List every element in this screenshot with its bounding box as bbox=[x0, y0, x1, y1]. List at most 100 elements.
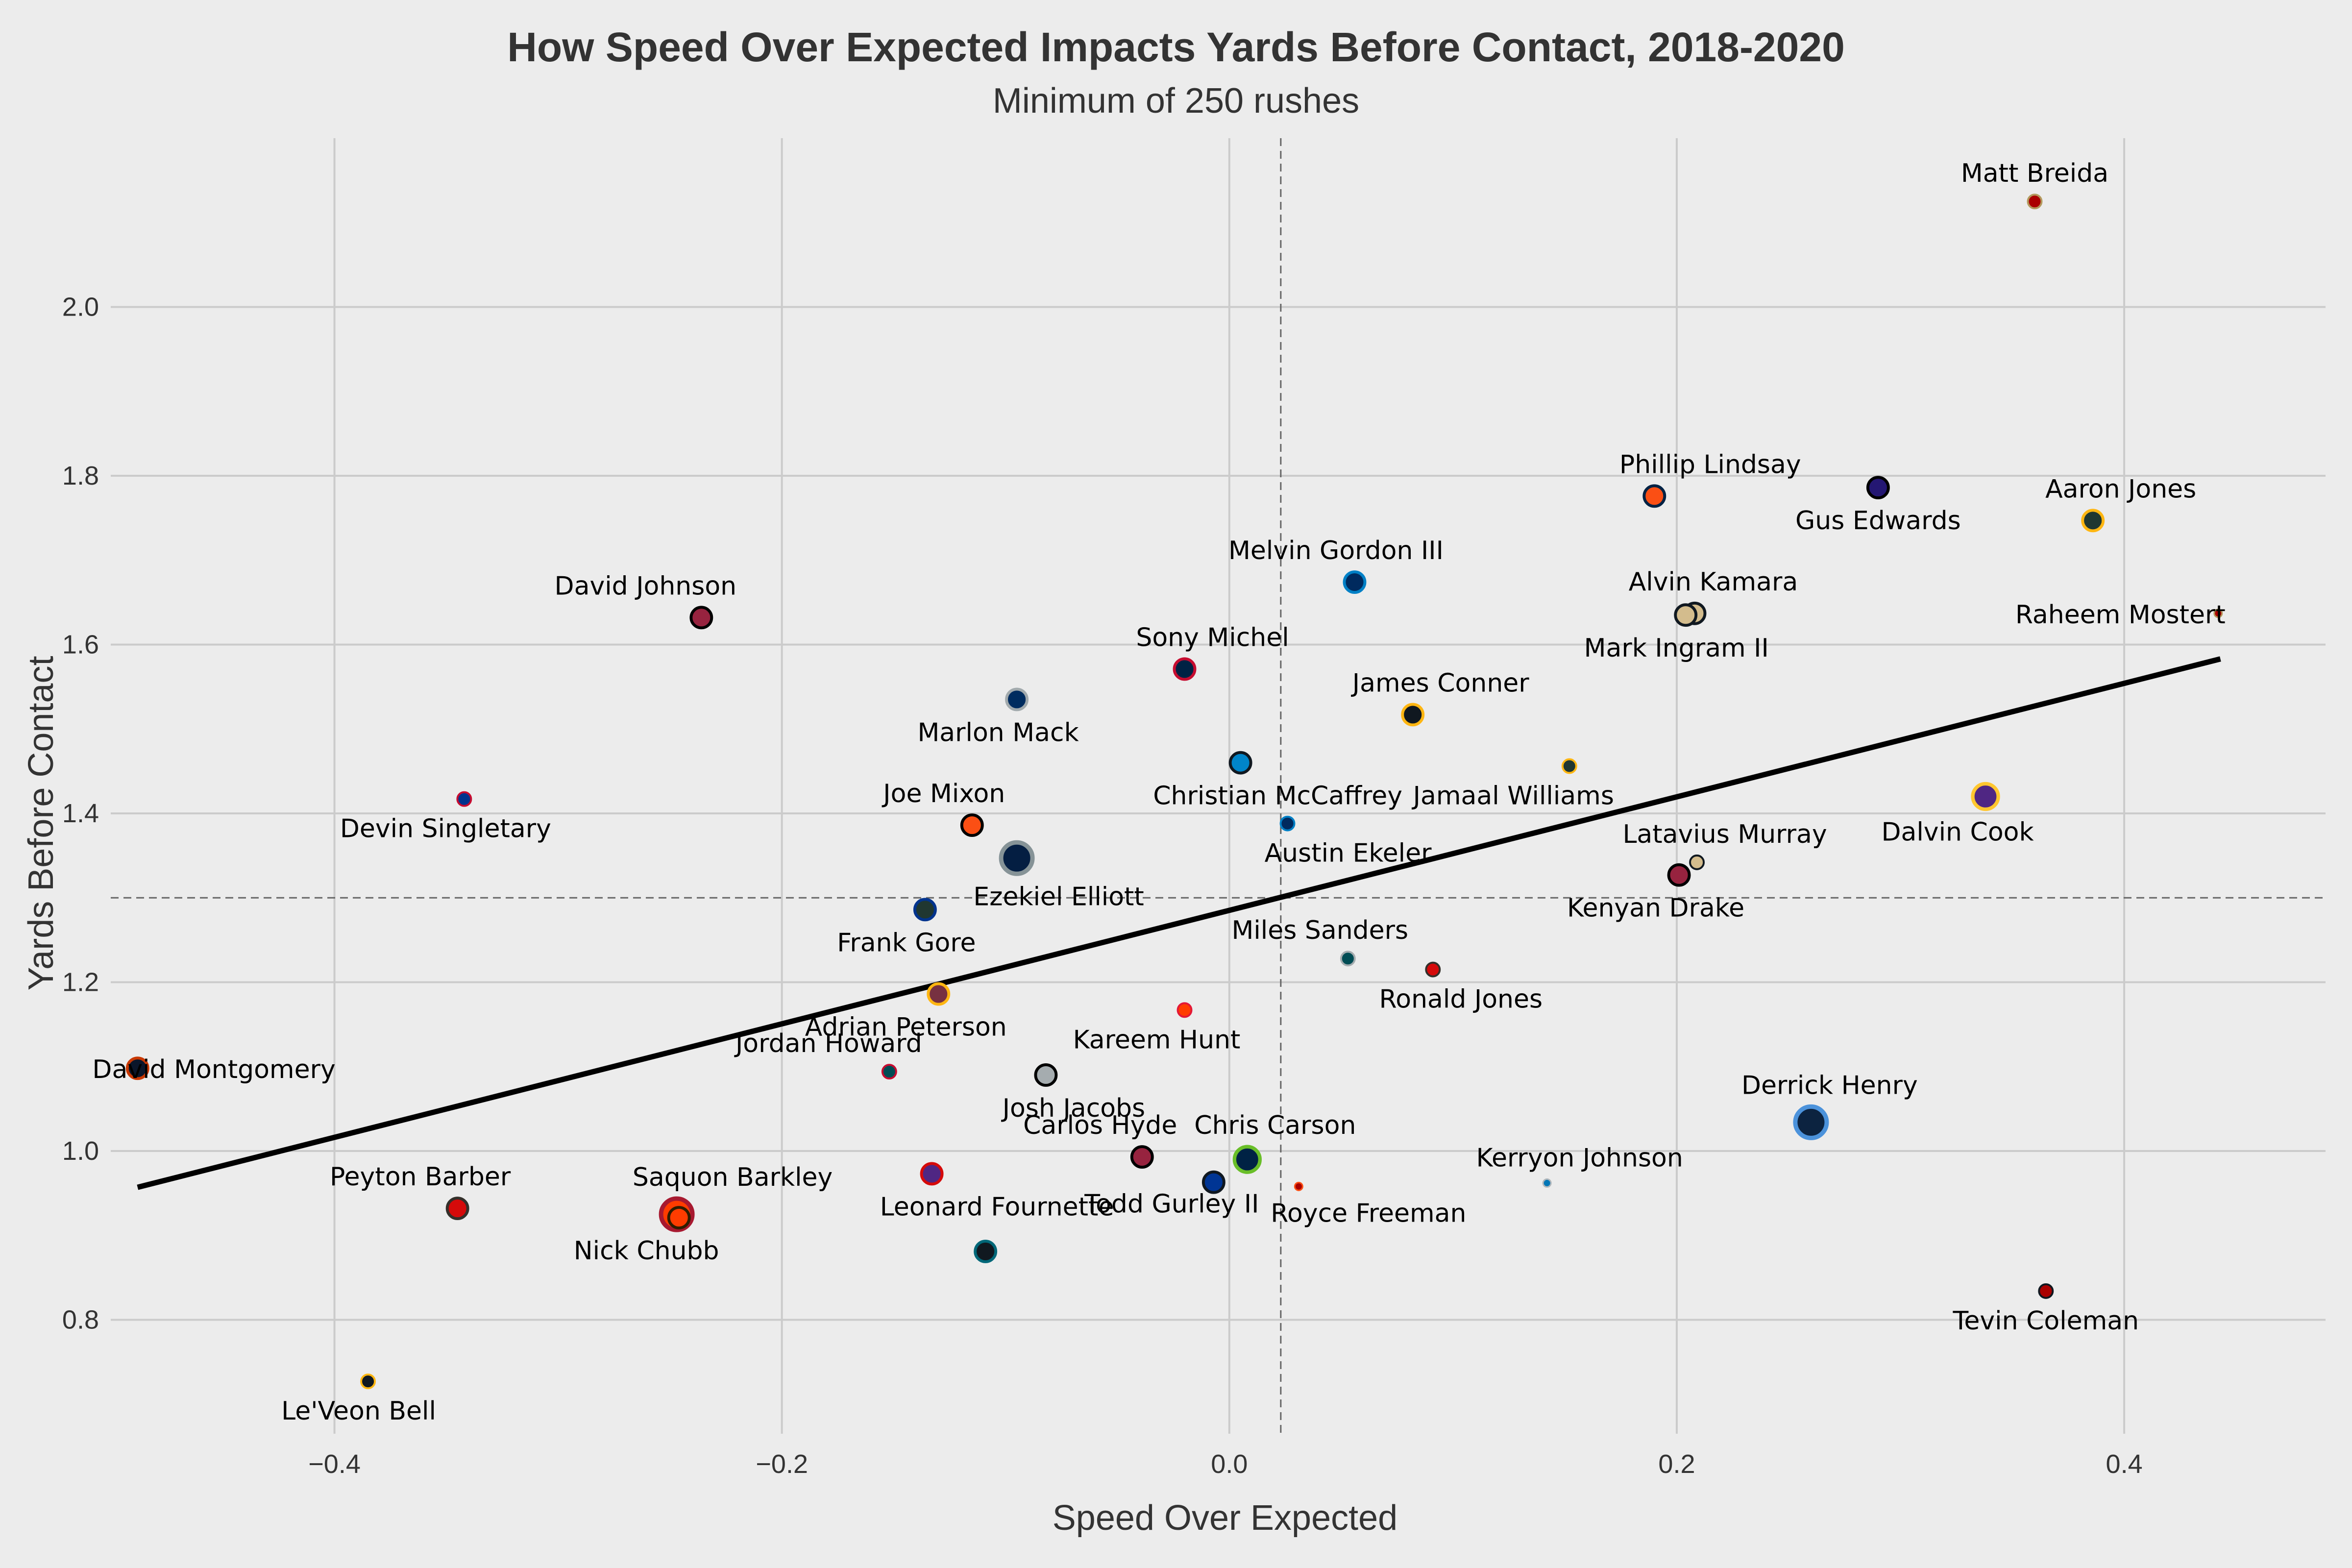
data-point bbox=[999, 840, 1035, 876]
point-label: Jamaal Williams bbox=[1412, 782, 1614, 811]
trend-line bbox=[137, 656, 2221, 1190]
point-label: Phillip Lindsay bbox=[1619, 450, 1801, 479]
point-label: Kerryon Johnson bbox=[1476, 1143, 1683, 1173]
data-point bbox=[2027, 194, 2043, 210]
data-point bbox=[1005, 687, 1029, 711]
y-tick-label: 1.6 bbox=[62, 630, 99, 659]
data-point bbox=[1667, 863, 1691, 887]
y-axis-label: Yards Before Contact bbox=[22, 656, 61, 990]
point-label: Matt Breida bbox=[1961, 159, 2108, 188]
data-point bbox=[2038, 1283, 2054, 1299]
x-tick-label: 0.0 bbox=[1211, 1449, 1248, 1479]
data-point bbox=[1340, 951, 1356, 967]
grid-lines bbox=[111, 138, 2326, 1434]
point-label: Frank Gore bbox=[837, 928, 976, 957]
trend-line-group bbox=[137, 656, 2221, 1190]
point-label: David Johnson bbox=[555, 571, 737, 601]
data-point bbox=[927, 982, 951, 1006]
point-label: Austin Ekeler bbox=[1265, 839, 1432, 868]
data-point bbox=[1130, 1145, 1154, 1169]
data-point bbox=[1866, 476, 1890, 500]
data-point bbox=[1674, 603, 1698, 627]
point-label: Ronald Jones bbox=[1379, 985, 1543, 1014]
point-label: James Conner bbox=[1351, 668, 1529, 698]
y-tick-label: 1.4 bbox=[62, 799, 99, 828]
point-label: Raheem Mostert bbox=[2015, 600, 2226, 630]
data-point bbox=[360, 1373, 376, 1390]
data-point bbox=[1232, 1145, 1262, 1174]
data-point bbox=[1228, 751, 1252, 775]
x-tick-label: 0.2 bbox=[1658, 1449, 1695, 1479]
data-point bbox=[456, 791, 472, 807]
point-label: Mark Ingram II bbox=[1584, 634, 1769, 663]
data-point bbox=[1793, 1104, 1829, 1140]
data-point bbox=[1689, 854, 1705, 870]
x-tick-label: 0.4 bbox=[2106, 1449, 2143, 1479]
point-label: Derrick Henry bbox=[1741, 1071, 1918, 1100]
point-label: Peyton Barber bbox=[330, 1162, 511, 1192]
data-point bbox=[913, 898, 937, 922]
data-point bbox=[2213, 609, 2223, 618]
point-label: Melvin Gordon III bbox=[1228, 536, 1444, 565]
point-label: Kareem Hunt bbox=[1073, 1025, 1241, 1054]
point-label: Dalvin Cook bbox=[1881, 818, 2034, 847]
data-point bbox=[125, 1056, 149, 1080]
data-point bbox=[2081, 509, 2105, 533]
tick-labels: −0.4 −0.2 0.0 0.2 0.4 0.8 1.0 1.2 1.4 1.6 1.8 2.0 bbox=[62, 292, 2143, 1479]
point-label: Jordan Howard bbox=[734, 1029, 922, 1058]
data-point bbox=[1425, 961, 1441, 978]
point-label: Aaron Jones bbox=[2045, 474, 2196, 504]
point-labels: Matt Breida Phillip Lindsay Gus Edwards Aar… bbox=[92, 159, 2225, 1426]
point-label: Todd Gurley II bbox=[1084, 1190, 1259, 1219]
point-label: David Montgomery bbox=[92, 1055, 335, 1084]
y-tick-label: 2.0 bbox=[62, 292, 99, 321]
data-point bbox=[1971, 782, 2000, 811]
data-point bbox=[667, 1206, 691, 1229]
data-point bbox=[1642, 484, 1666, 508]
data-point bbox=[689, 606, 713, 630]
data-point bbox=[1034, 1063, 1058, 1087]
data-point bbox=[1294, 1181, 1303, 1191]
point-label: Josh Jacobs bbox=[1001, 1094, 1145, 1123]
data-point bbox=[1173, 657, 1197, 681]
data-point bbox=[1343, 570, 1367, 594]
data-point bbox=[881, 1064, 897, 1080]
point-label: Christian McCaffrey bbox=[1153, 782, 1402, 811]
x-tick-label: −0.4 bbox=[308, 1449, 361, 1479]
data-point bbox=[1201, 1170, 1225, 1194]
data-points bbox=[125, 194, 2223, 1390]
point-label: Nick Chubb bbox=[574, 1236, 719, 1266]
point-label: Chris Carson bbox=[1194, 1111, 1356, 1140]
point-label: Le'Veon Bell bbox=[281, 1396, 436, 1426]
x-tick-label: −0.2 bbox=[756, 1449, 808, 1479]
point-label: Devin Singletary bbox=[340, 814, 551, 844]
data-point bbox=[1401, 703, 1425, 727]
y-tick-label: 1.2 bbox=[62, 967, 99, 997]
point-label: Tevin Coleman bbox=[1952, 1306, 2139, 1336]
chart-subtitle: Minimum of 250 rushes bbox=[993, 81, 1359, 121]
y-tick-label: 0.8 bbox=[62, 1305, 99, 1334]
point-label: Miles Sanders bbox=[1231, 916, 1408, 945]
x-axis-label: Speed Over Expected bbox=[1053, 1498, 1397, 1538]
point-label: Adrian Peterson bbox=[805, 1013, 1007, 1042]
data-point bbox=[1542, 1178, 1552, 1188]
data-point bbox=[1561, 758, 1577, 774]
data-point bbox=[960, 813, 984, 837]
data-point bbox=[1279, 815, 1296, 832]
point-label: Gus Edwards bbox=[1795, 506, 1961, 536]
point-label: Royce Freeman bbox=[1271, 1199, 1466, 1228]
point-label: Kenyan Drake bbox=[1567, 894, 1744, 923]
y-tick-label: 1.8 bbox=[62, 461, 99, 490]
point-label: Carlos Hyde bbox=[1023, 1111, 1177, 1140]
point-label: Joe Mixon bbox=[882, 779, 1005, 808]
data-point bbox=[974, 1240, 998, 1263]
point-label: Ezekiel Elliott bbox=[973, 882, 1144, 911]
point-label: Sony Michel bbox=[1136, 623, 1289, 652]
point-label: Leonard Fournette bbox=[880, 1192, 1114, 1222]
data-point bbox=[445, 1197, 469, 1221]
data-point bbox=[1176, 1002, 1193, 1018]
point-label: Latavius Murray bbox=[1622, 820, 1827, 849]
y-tick-label: 1.0 bbox=[62, 1136, 99, 1166]
